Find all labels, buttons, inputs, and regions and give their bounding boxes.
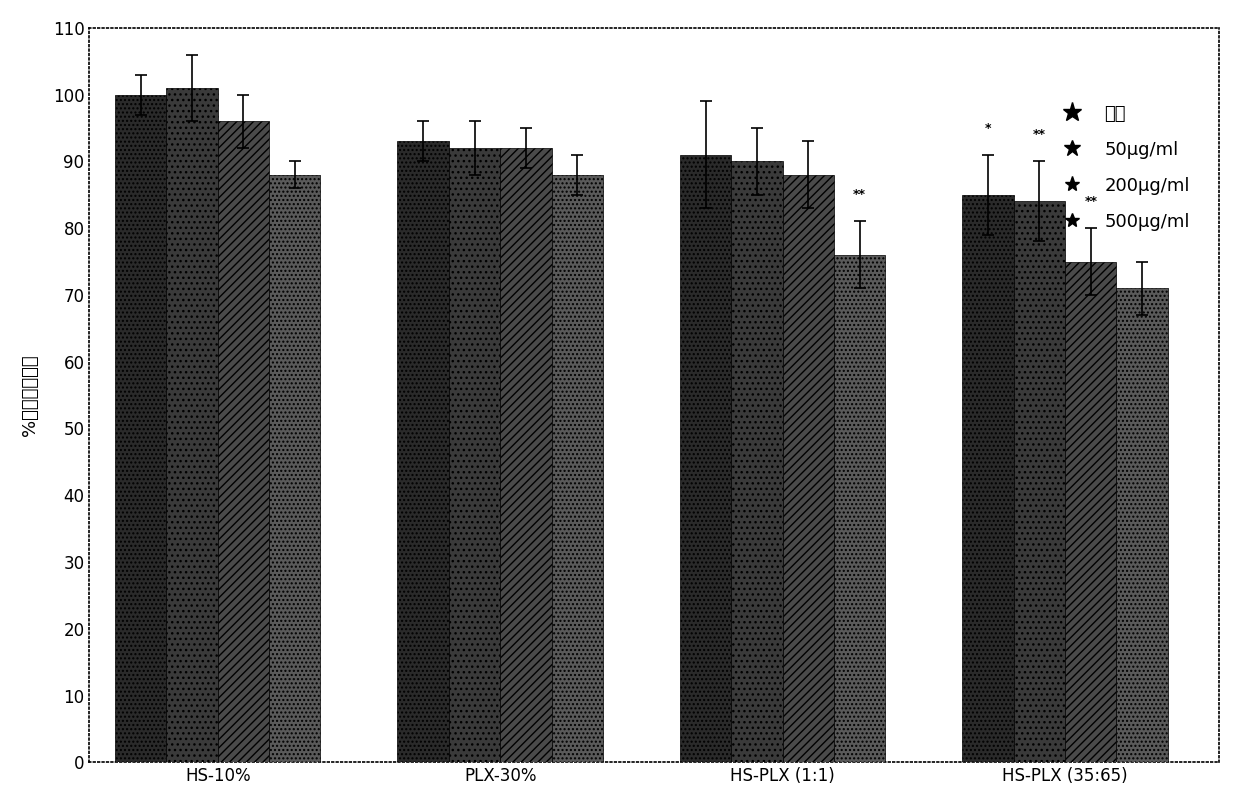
Text: *: * — [985, 122, 991, 135]
Bar — [835, 255, 885, 762]
Bar — [782, 175, 835, 762]
Bar — [449, 148, 500, 762]
Bar — [552, 175, 603, 762]
Bar — [732, 161, 782, 762]
Bar — [398, 141, 449, 762]
Bar — [269, 175, 320, 762]
Bar — [962, 195, 1014, 762]
Text: **: ** — [853, 189, 867, 202]
Bar — [218, 122, 269, 762]
Bar — [680, 155, 732, 762]
Bar — [1116, 289, 1168, 762]
Y-axis label: %甘油三酯积累: %甘油三酯积累 — [21, 355, 38, 436]
Bar — [1065, 261, 1116, 762]
Text: **: ** — [1084, 195, 1097, 208]
Bar — [115, 94, 166, 762]
Bar — [500, 148, 552, 762]
Bar — [166, 88, 218, 762]
Legend: 对照, 50μg/ml, 200μg/ml, 500μg/ml: 对照, 50μg/ml, 200μg/ml, 500μg/ml — [1045, 96, 1199, 240]
Text: **: ** — [1033, 128, 1045, 141]
Bar — [1014, 202, 1065, 762]
